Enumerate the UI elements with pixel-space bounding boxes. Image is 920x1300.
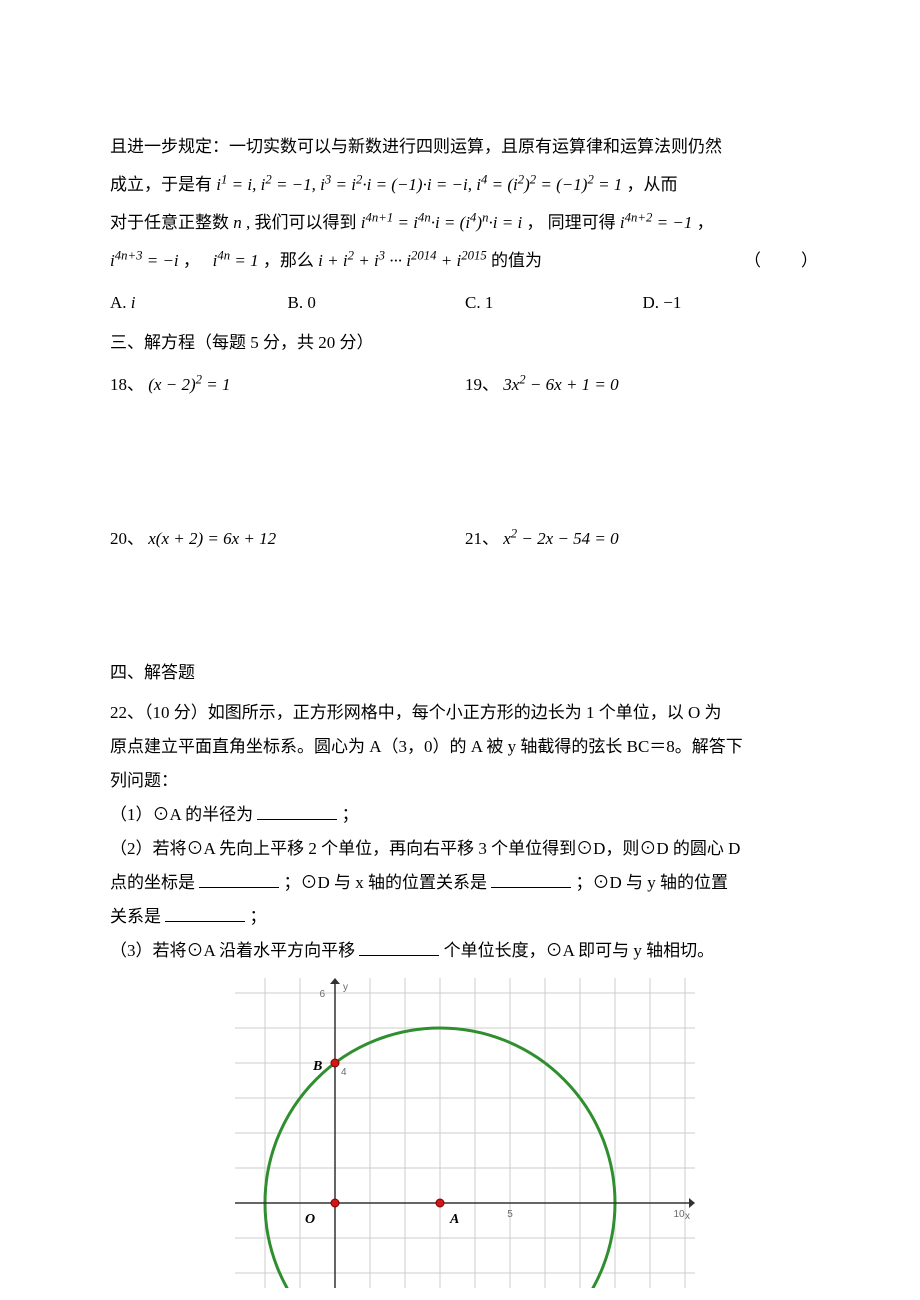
q22-sub3: （3）若将⊙A 沿着水平方向平移 个单位长度，⊙A 即可与 y 轴相切。 [110,934,820,968]
option-b-value: 0 [307,293,316,312]
svg-text:A: A [449,1212,459,1227]
q22-sub1: （1）⊙A 的半径为 ； [110,798,820,832]
sub2-mid1: ；⊙D 与 x 轴的位置关系是 [284,873,488,892]
q20-eq: x(x + 2) = 6x + 12 [148,529,276,548]
q17-formula6: i + i2 + i3 ··· i2014 + i2015 [318,251,491,270]
q22-line3: 列问题： [110,764,820,798]
option-a-value: i [131,293,136,312]
graph-svg: 5 10 6 x y 4 O A B [235,978,695,1288]
sub3-prefix: （3）若将⊙A 沿着水平方向平移 [110,941,355,960]
sub2-line3-prefix: 关系是 [110,907,161,926]
sub2-mid2: ；⊙D 与 y 轴的位置 [576,873,729,892]
q17-line1: 且进一步规定：一切实数可以与新数进行四则运算，且原有运算律和运算法则仍然 [110,130,820,164]
svg-text:x: x [685,1211,690,1222]
q17-line3-suffix: ， 同理可得 [526,213,615,232]
q17-line4-text: ，那么 [263,251,314,270]
svg-text:B: B [312,1059,322,1074]
q17-line3-prefix: 对于任意正整数 [110,213,229,232]
sub1-suffix: ； [342,805,359,824]
option-b[interactable]: B. 0 [288,286,466,320]
blank-x-relation[interactable] [491,871,571,888]
option-c-label: C. [465,293,485,312]
q18-label: 18、 [110,375,144,394]
svg-text:O: O [305,1212,315,1227]
coordinate-graph: 5 10 6 x y 4 O A B [110,978,820,1300]
option-a-label: A. [110,293,131,312]
q22-sub2-line1: （2）若将⊙A 先向上平移 2 个单位，再向右平移 3 个单位得到⊙D，则⊙D … [110,832,820,866]
blank-d-coord[interactable] [199,871,279,888]
sub1-prefix: （1）⊙A 的半径为 [110,805,253,824]
option-c-value: 1 [485,293,494,312]
option-a[interactable]: A. i [110,286,288,320]
option-b-label: B. [288,293,308,312]
q22-line1: 22、（10 分）如图所示，正方形网格中，每个小正方形的边长为 1 个单位，以 … [110,696,820,730]
q17-options: A. i B. 0 C. 1 D. −1 [110,286,820,320]
section3-title: 三、解方程（每题 5 分，共 20 分） [110,326,820,360]
q21-label: 21、 [465,529,499,548]
q17-n: n [233,213,242,232]
q18-eq: (x − 2)2 = 1 [148,375,230,394]
section4-title: 四、解答题 [110,656,820,690]
q19: 19、 3x2 − 6x + 1 = 0 [465,368,820,402]
q21-eq: x2 − 2x − 54 = 0 [503,529,618,548]
q20-label: 20、 [110,529,144,548]
q17-formula5: i4n = 1 [213,251,263,270]
q17-formula4: i4n+3 = −i [110,251,183,270]
q22-sub2-line3: 关系是 ； [110,900,820,934]
option-d-label: D. [643,293,664,312]
q18: 18、 (x − 2)2 = 1 [110,368,465,402]
option-d-value: −1 [663,293,681,312]
q17-line2-prefix: 成立，于是有 [110,175,212,194]
q22-sub2-line2: 点的坐标是 ；⊙D 与 x 轴的位置关系是 ；⊙D 与 y 轴的位置 [110,866,820,900]
q17-formula3: i4n+2 = −1 [620,213,697,232]
q17-line2: 成立，于是有 i1 = i, i2 = −1, i3 = i2·i = (−1)… [110,168,820,202]
q19-label: 19、 [465,375,499,394]
sub2-line3-suffix: ； [250,907,267,926]
svg-text:4: 4 [341,1067,347,1078]
svg-text:y: y [343,982,348,993]
q17-line3-end: ， [697,213,714,232]
svg-text:5: 5 [507,1209,513,1220]
q22-line2: 原点建立平面直角坐标系。圆心为 A（3，0）的 A 被 y 轴截得的弦长 BC＝… [110,730,820,764]
q19-eq: 3x2 − 6x + 1 = 0 [503,375,618,394]
q17-line4-mid: ， [183,251,200,270]
q17-line2-suffix: ，从而 [627,175,678,194]
q17-line4: i4n+3 = −i ， i4n = 1 ，那么 i + i2 + i3 ···… [110,244,820,278]
q21: 21、 x2 − 2x − 54 = 0 [465,522,820,556]
svg-text:6: 6 [319,989,325,1000]
blank-radius[interactable] [257,803,337,820]
option-d[interactable]: D. −1 [643,286,821,320]
q17-bracket: （ ） [744,244,820,278]
q17-formula1: i1 = i, i2 = −1, i3 = i2·i = (−1)·i = −i… [216,175,626,194]
sub2-line2-prefix: 点的坐标是 [110,873,195,892]
q17-line4-end: 的值为 [491,251,542,270]
q17-line3: 对于任意正整数 n , 我们可以得到 i4n+1 = i4n·i = (i4)n… [110,206,820,240]
q17-line3-text: , 我们可以得到 [246,213,357,232]
blank-translate[interactable] [359,939,439,956]
q17-formula2: i4n+1 = i4n·i = (i4)n·i = i [361,213,527,232]
q20: 20、 x(x + 2) = 6x + 12 [110,522,465,556]
option-c[interactable]: C. 1 [465,286,643,320]
svg-text:10: 10 [673,1209,685,1220]
sub3-suffix: 个单位长度，⊙A 即可与 y 轴相切。 [444,941,715,960]
blank-y-relation[interactable] [165,905,245,922]
